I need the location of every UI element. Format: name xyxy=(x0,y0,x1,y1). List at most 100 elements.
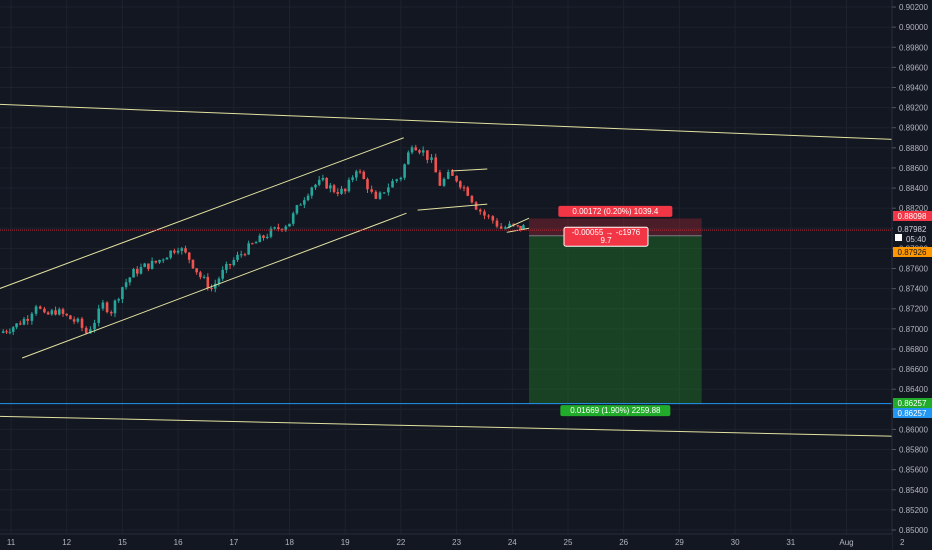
candle-body xyxy=(310,187,314,196)
price-tag-countdown: 05:40 xyxy=(906,235,927,244)
trend-line-wedge-lower[interactable] xyxy=(506,227,530,233)
candle-body xyxy=(314,184,317,188)
y-tick-label: 0.90200 xyxy=(899,3,928,12)
grid xyxy=(0,0,903,534)
target-label-box xyxy=(560,405,671,417)
candle-body xyxy=(391,180,394,188)
candle-body xyxy=(217,278,221,284)
candle-body xyxy=(65,313,68,316)
trend-line-channel-lower[interactable] xyxy=(21,212,407,359)
candle-body xyxy=(173,250,176,253)
x-tick-label: 19 xyxy=(341,538,350,547)
candle-body xyxy=(462,187,466,189)
candle-body xyxy=(336,192,340,194)
candle-body xyxy=(254,242,258,244)
x-tick-label: 12 xyxy=(62,538,71,547)
candle-body xyxy=(519,225,522,230)
price-tag-text: 0.87982 xyxy=(898,225,927,234)
candle-body xyxy=(478,209,482,212)
x-axis-panel[interactable] xyxy=(0,534,892,550)
candle-body xyxy=(430,157,433,160)
y-tick-label: 0.85800 xyxy=(899,446,928,455)
trend-line-wedge-upper[interactable] xyxy=(506,217,530,229)
stop-label-text: 0.00172 (0.20%) 1039.4 xyxy=(572,207,658,216)
candle-body xyxy=(195,268,198,273)
candle-body xyxy=(508,223,511,228)
take-profit-zone[interactable] xyxy=(529,235,702,404)
trend-lines[interactable] xyxy=(0,103,903,437)
candle-body xyxy=(34,306,38,314)
candle-body xyxy=(243,254,247,256)
y-tick-label: 0.86400 xyxy=(899,385,928,394)
candle-body xyxy=(147,263,150,269)
x-tick-label: 17 xyxy=(229,538,238,547)
candle-body xyxy=(288,223,291,227)
candle-body xyxy=(11,327,15,332)
trend-line-channel-upper[interactable] xyxy=(0,137,404,293)
y-tick-label: 0.89200 xyxy=(899,104,928,113)
candle-body xyxy=(434,157,438,173)
x-tick-label: 30 xyxy=(731,538,740,547)
candle-body xyxy=(30,313,34,321)
candle-body xyxy=(499,226,503,229)
trend-line-flag-lower[interactable] xyxy=(417,203,488,211)
trend-line-upper-horizontal[interactable] xyxy=(0,103,903,141)
candle-body xyxy=(210,288,213,290)
candle-body xyxy=(280,229,284,231)
candle-body xyxy=(378,192,382,199)
candle-body xyxy=(184,248,187,253)
y-tick-label: 0.88600 xyxy=(899,164,928,173)
candle-body xyxy=(46,312,50,315)
price-guides xyxy=(0,229,892,405)
candle-body xyxy=(228,264,232,266)
price-tag xyxy=(893,408,932,418)
stop-label-box xyxy=(558,205,673,217)
candle-body xyxy=(232,259,236,266)
candle-body xyxy=(132,268,135,278)
entry-label-text: 9.7 xyxy=(600,236,612,245)
trend-line-lower-horizontal[interactable] xyxy=(0,415,903,437)
candle-body xyxy=(18,323,22,325)
y-tick-label: 0.85000 xyxy=(899,526,928,535)
candle-body xyxy=(247,243,250,255)
price-tag-text: 0.86257 xyxy=(898,399,927,408)
candle-body xyxy=(76,318,80,322)
x-tick-label: 22 xyxy=(396,538,405,547)
price-tag-text: 0.87926 xyxy=(898,248,927,257)
candle-body xyxy=(176,250,180,253)
y-tick-label: 0.85200 xyxy=(899,506,928,515)
candle-body xyxy=(522,225,525,230)
candle-body xyxy=(169,250,172,258)
x-tick-label: Aug xyxy=(839,538,853,547)
candle-body xyxy=(50,310,54,315)
candle-body xyxy=(101,302,105,309)
candle-body xyxy=(239,254,243,256)
trend-line-flag-upper[interactable] xyxy=(451,168,488,172)
candle-body xyxy=(483,211,486,216)
candle-body xyxy=(97,308,101,323)
candle-body xyxy=(299,204,302,206)
x-tick-label: 15 xyxy=(118,538,127,547)
candle-body xyxy=(1,331,5,333)
y-axis-panel[interactable] xyxy=(892,0,932,550)
candle-body xyxy=(455,175,458,182)
candle-body xyxy=(438,172,442,186)
price-tag xyxy=(893,398,932,408)
candle-body xyxy=(426,150,429,160)
price-tag-text: 0.86257 xyxy=(898,409,927,418)
candle-body xyxy=(347,179,351,192)
x-axis-ticks: 11 12 15 16 17 18 19 22 23 24 25 26 29 30 31 Aug 2 xyxy=(7,538,905,547)
candle-body xyxy=(421,150,425,153)
position-zones[interactable] xyxy=(529,218,702,404)
candle-body xyxy=(414,147,418,151)
y-tick-label: 0.89600 xyxy=(899,63,928,72)
candle-body xyxy=(362,171,366,180)
candle-body xyxy=(451,171,454,176)
entry-label-box xyxy=(563,226,649,247)
candle-body xyxy=(306,195,310,201)
candle-body xyxy=(474,202,478,210)
candle-body xyxy=(8,331,12,333)
candle-body xyxy=(495,220,499,227)
